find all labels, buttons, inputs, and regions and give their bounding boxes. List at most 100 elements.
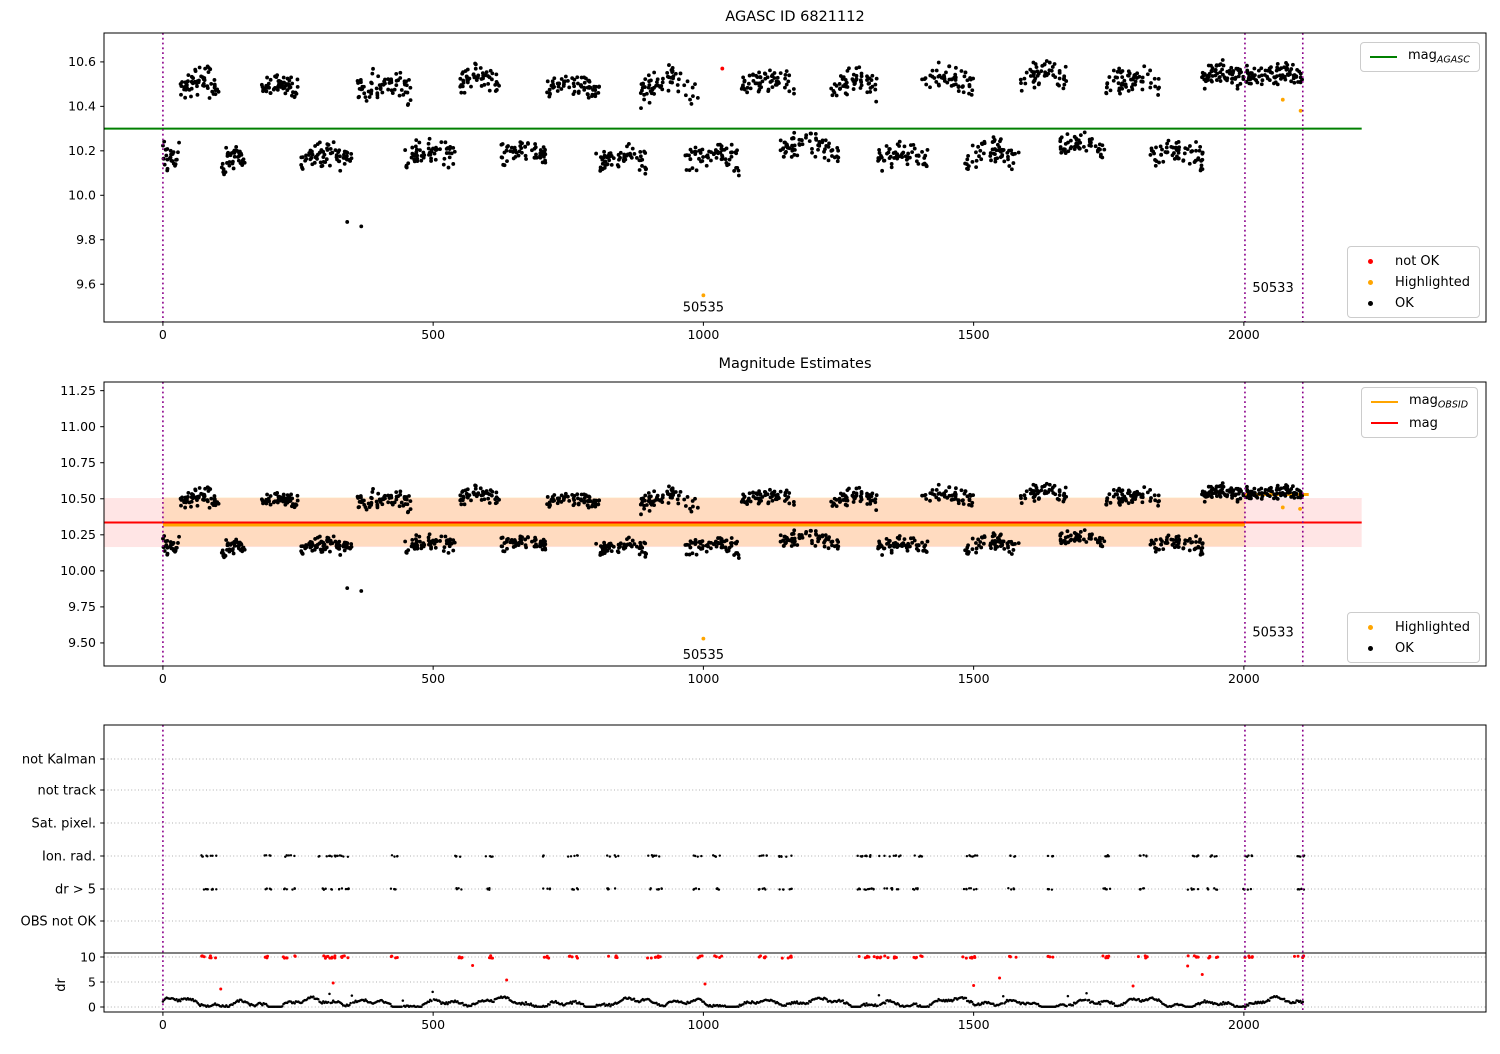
x-axis-ticks: 0 500 1000 1500 2000: [159, 322, 1260, 342]
axes-border: [103, 724, 1487, 1013]
dr-red-outlier-points: [219, 964, 1204, 991]
legend-item: mag: [1368, 414, 1468, 432]
x-tick-label: 1500: [958, 671, 990, 686]
x-tick-label: 500: [421, 671, 445, 686]
y-tick-label: 10.25: [60, 527, 96, 542]
legend-item: magAGASC: [1367, 48, 1470, 66]
obsid-boundary-vlines: [162, 725, 1304, 1012]
x-tick-label: 1000: [687, 671, 719, 686]
obsid-annotation: 50533: [1252, 281, 1293, 296]
ok-points: [161, 481, 1304, 560]
legend-point-status-middle: Highlighted OK: [1347, 612, 1480, 663]
legend-label: Highlighted: [1395, 619, 1470, 635]
y-tick-label: 9.8: [76, 232, 96, 247]
legend-item: Highlighted: [1354, 273, 1470, 291]
flag-row-labels: not Kalman not track Sat. pixel. Ion. rad. d…: [21, 753, 104, 1015]
axes-border: [103, 381, 1487, 667]
y-tick-label: 9.50: [68, 635, 96, 650]
legend-label: OK: [1395, 295, 1414, 311]
x-tick-label: 1000: [687, 1017, 719, 1032]
y-tick-label: 10.00: [60, 563, 96, 578]
legend-label: magAGASC: [1408, 48, 1470, 66]
x-tick-label: 1500: [958, 327, 990, 342]
x-tick-label: 500: [421, 1017, 445, 1032]
middle-axes: 50535 50533 0 500 1000 1500 2000 11.25 11.00 10.7…: [60, 381, 1487, 686]
legend-item: OK: [1354, 639, 1470, 657]
y-tick-label: 10.0: [68, 188, 96, 203]
y-tick-label: 10.6: [68, 54, 96, 69]
x-tick-label: 0: [159, 1017, 167, 1032]
dr-capped-points: [200, 954, 1306, 960]
not-ok-points: [720, 66, 725, 71]
legend-label: magOBSID: [1409, 393, 1469, 411]
ok-points: [161, 58, 1304, 178]
x-tick-label: 2000: [1228, 327, 1260, 342]
y-axis-ticks: 11.25 11.00 10.75 10.50 10.25 10.00 9.75 9.50: [60, 383, 104, 650]
top-chart-title: AGASC ID 6821112: [725, 9, 865, 25]
dr-axis-label: dr: [54, 978, 69, 992]
x-tick-label: 2000: [1228, 1017, 1260, 1032]
dr-points: [161, 990, 1305, 1008]
legend-dot-swatch: [1354, 279, 1386, 285]
flag-row-label: OBS not OK: [21, 915, 97, 930]
y-tick-label: 10.4: [68, 99, 96, 114]
legend-label: not OK: [1395, 253, 1440, 269]
y-tick-label: 11.00: [60, 419, 96, 434]
dr-tick-label: 10: [80, 950, 96, 965]
dr-tick-label: 0: [88, 1000, 96, 1015]
x-axis-ticks: 0 500 1000 1500 2000: [159, 1012, 1260, 1032]
bottom-axes: not Kalman not track Sat. pixel. Ion. rad. d…: [21, 724, 1487, 1032]
highlighted-points: [701, 97, 1303, 298]
x-tick-label: 500: [421, 327, 445, 342]
legend-label: mag: [1409, 415, 1438, 431]
obsid-boundary-vlines: [162, 382, 1304, 666]
highlighted-points: [701, 505, 1302, 641]
obsid-annotation: 50535: [683, 648, 724, 663]
flag-row-label: not track: [37, 784, 96, 799]
obsid-boundary-vlines: [162, 33, 1304, 322]
y-tick-label: 9.6: [76, 277, 96, 292]
middle-chart-title: Magnitude Estimates: [718, 356, 872, 372]
y-tick-label: 10.2: [68, 143, 96, 158]
legend-dot-swatch: [1354, 645, 1386, 651]
legend-item: OK: [1354, 294, 1470, 312]
x-tick-label: 0: [159, 327, 167, 342]
y-tick-label: 10.75: [60, 455, 96, 470]
legend-dot-swatch: [1354, 624, 1386, 630]
dr-tick-label: 5: [88, 975, 96, 990]
axes-border: [103, 32, 1487, 323]
legend-label: OK: [1395, 640, 1414, 656]
dr-gt-5-points: [202, 887, 1306, 891]
legend-item: not OK: [1354, 252, 1470, 270]
legend-item: magOBSID: [1368, 393, 1468, 411]
flag-row-label: Ion. rad.: [42, 850, 96, 865]
flag-row-label: dr > 5: [55, 883, 96, 898]
legend-line-swatch: [1368, 421, 1400, 425]
obsid-annotation: 50533: [1252, 625, 1293, 640]
legend-label: Highlighted: [1395, 274, 1470, 290]
legend-line-swatch: [1367, 55, 1399, 59]
flag-row-label: not Kalman: [22, 753, 96, 768]
y-axis-ticks: 10.6 10.4 10.2 10.0 9.8 9.6: [68, 54, 104, 292]
legend-point-status-top: not OK Highlighted OK: [1347, 246, 1480, 318]
x-tick-label: 0: [159, 671, 167, 686]
x-axis-ticks: 0 500 1000 1500 2000: [159, 666, 1260, 686]
y-tick-label: 11.25: [60, 383, 96, 398]
ion-rad-points: [200, 854, 1306, 858]
legend-dot-swatch: [1354, 300, 1386, 306]
gridlines: [104, 758, 1486, 1008]
x-tick-label: 1000: [687, 327, 719, 342]
legend-dot-swatch: [1354, 258, 1386, 264]
legend-mag-lines: magOBSID mag: [1361, 387, 1479, 438]
legend-mag-agasc: magAGASC: [1360, 42, 1480, 72]
legend-item: Highlighted: [1354, 618, 1470, 636]
x-tick-label: 1500: [958, 1017, 990, 1032]
flag-row-label: Sat. pixel.: [32, 817, 96, 832]
legend-line-swatch: [1368, 400, 1400, 404]
obsid-annotation: 50535: [683, 301, 724, 316]
ok-outlier-points: [345, 586, 364, 593]
y-tick-label: 9.75: [68, 599, 96, 614]
